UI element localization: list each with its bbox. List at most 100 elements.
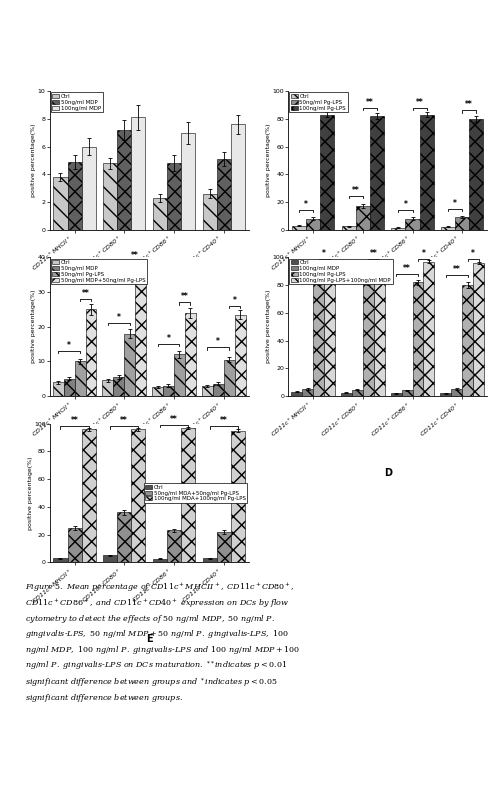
Bar bbox=[82, 429, 95, 562]
Bar bbox=[75, 361, 85, 396]
Bar bbox=[124, 333, 135, 396]
Bar bbox=[68, 162, 82, 230]
Bar bbox=[231, 431, 245, 562]
Text: **: ** bbox=[220, 417, 228, 425]
Text: **: ** bbox=[465, 101, 473, 109]
Y-axis label: positive percentage(%): positive percentage(%) bbox=[266, 124, 271, 197]
Bar bbox=[153, 559, 167, 562]
Y-axis label: positive percentage(%): positive percentage(%) bbox=[31, 124, 36, 197]
Bar bbox=[374, 261, 385, 396]
Bar bbox=[64, 379, 75, 396]
Bar bbox=[342, 227, 356, 230]
Bar bbox=[153, 198, 167, 230]
Bar bbox=[341, 393, 352, 396]
Text: **: ** bbox=[353, 264, 361, 273]
Bar bbox=[363, 282, 374, 396]
Text: $\mathit{Figure\ 5.}$ $\mathit{Mean\ percentage\ of\ CD11c^+MHCII^+,\ CD11c^+CD8: $\mathit{Figure\ 5.}$ $\mathit{Mean\ per… bbox=[25, 582, 300, 704]
Bar bbox=[324, 261, 335, 396]
Bar bbox=[455, 217, 469, 230]
Text: *: * bbox=[404, 200, 408, 209]
Bar bbox=[441, 227, 455, 230]
Bar bbox=[102, 380, 113, 396]
Text: **: ** bbox=[366, 97, 374, 107]
Bar bbox=[117, 130, 131, 230]
Text: **: ** bbox=[453, 265, 461, 274]
Legend: Ctrl, 50ng/ml MDP, 50ng/ml Pg-LPS, 50ng/ml MDP+50ng/ml Pg-LPS: Ctrl, 50ng/ml MDP, 50ng/ml Pg-LPS, 50ng/… bbox=[51, 258, 147, 284]
Legend: Ctrl, 50ng/ml MDA+50ng/ml Pg-LPS, 100ng/ml MDA+100ng/ml Pg-LPS: Ctrl, 50ng/ml MDA+50ng/ml Pg-LPS, 100ng/… bbox=[144, 483, 248, 503]
Y-axis label: positive percentage(%): positive percentage(%) bbox=[31, 290, 36, 364]
Bar bbox=[469, 119, 483, 230]
Y-axis label: positive percentage(%): positive percentage(%) bbox=[266, 290, 271, 364]
Bar bbox=[85, 310, 96, 396]
Text: A: A bbox=[145, 302, 153, 312]
Bar bbox=[82, 147, 95, 230]
Bar bbox=[53, 382, 64, 396]
Text: **: ** bbox=[403, 264, 411, 273]
Bar bbox=[181, 132, 195, 230]
Bar bbox=[352, 390, 363, 396]
Bar bbox=[423, 261, 434, 396]
Text: *: * bbox=[166, 334, 170, 343]
Bar bbox=[291, 392, 302, 396]
Bar bbox=[473, 263, 484, 396]
Bar bbox=[202, 386, 213, 396]
Bar bbox=[54, 177, 68, 230]
Text: *: * bbox=[421, 249, 425, 257]
Bar bbox=[217, 532, 231, 562]
Bar bbox=[167, 531, 181, 562]
Bar bbox=[356, 206, 370, 230]
Bar bbox=[224, 360, 235, 396]
Legend: Ctrl, 50ng/ml Pg-LPS, 100ng/ml Pg-LPS: Ctrl, 50ng/ml Pg-LPS, 100ng/ml Pg-LPS bbox=[289, 92, 348, 112]
Text: *: * bbox=[117, 313, 121, 322]
Bar bbox=[392, 227, 406, 230]
Bar bbox=[320, 115, 334, 230]
Text: **: ** bbox=[170, 415, 178, 424]
Bar bbox=[391, 393, 402, 396]
Bar bbox=[68, 527, 82, 562]
Bar bbox=[203, 193, 217, 230]
Bar bbox=[185, 313, 196, 396]
Text: *: * bbox=[304, 200, 308, 209]
Text: *: * bbox=[453, 199, 457, 208]
Bar bbox=[54, 558, 68, 562]
Bar bbox=[413, 282, 423, 396]
Text: **: ** bbox=[82, 289, 89, 298]
Legend: Ctrl, 100ng/ml MDP, 100ng/ml Pg-LPS, 100ng/ml Pg-LPS+100ng/ml MDP: Ctrl, 100ng/ml MDP, 100ng/ml Pg-LPS, 100… bbox=[289, 258, 393, 284]
Bar bbox=[402, 390, 413, 396]
Bar bbox=[203, 558, 217, 562]
Text: **: ** bbox=[120, 417, 128, 425]
Text: *: * bbox=[233, 296, 237, 305]
Text: **: ** bbox=[415, 97, 423, 107]
Text: D: D bbox=[384, 468, 392, 478]
Text: C: C bbox=[146, 468, 153, 478]
Bar bbox=[117, 512, 131, 562]
Text: **: ** bbox=[71, 417, 79, 425]
Bar bbox=[235, 314, 246, 396]
Text: **: ** bbox=[131, 251, 139, 260]
Bar bbox=[451, 389, 462, 396]
Text: *: * bbox=[67, 341, 71, 350]
Text: *: * bbox=[471, 249, 475, 257]
Bar bbox=[213, 384, 224, 396]
Bar bbox=[131, 429, 145, 562]
Text: E: E bbox=[146, 634, 153, 645]
Text: *: * bbox=[322, 249, 326, 257]
Text: **: ** bbox=[181, 292, 189, 302]
Bar bbox=[174, 354, 185, 396]
Bar bbox=[217, 159, 231, 230]
Bar bbox=[370, 116, 384, 230]
Legend: Ctrl, 50ng/ml MDP, 100ng/ml MDP: Ctrl, 50ng/ml MDP, 100ng/ml MDP bbox=[51, 92, 103, 112]
Bar bbox=[103, 163, 117, 230]
Bar bbox=[103, 555, 117, 562]
Y-axis label: positive percentage(%): positive percentage(%) bbox=[27, 456, 32, 530]
Bar bbox=[313, 282, 324, 396]
Text: *: * bbox=[216, 337, 220, 346]
Bar bbox=[292, 226, 306, 230]
Bar bbox=[419, 115, 433, 230]
Text: **: ** bbox=[370, 249, 378, 257]
Text: **: ** bbox=[352, 186, 360, 196]
Bar bbox=[306, 219, 320, 230]
Bar bbox=[131, 117, 145, 230]
Bar bbox=[302, 389, 313, 396]
Text: **: ** bbox=[304, 264, 312, 273]
